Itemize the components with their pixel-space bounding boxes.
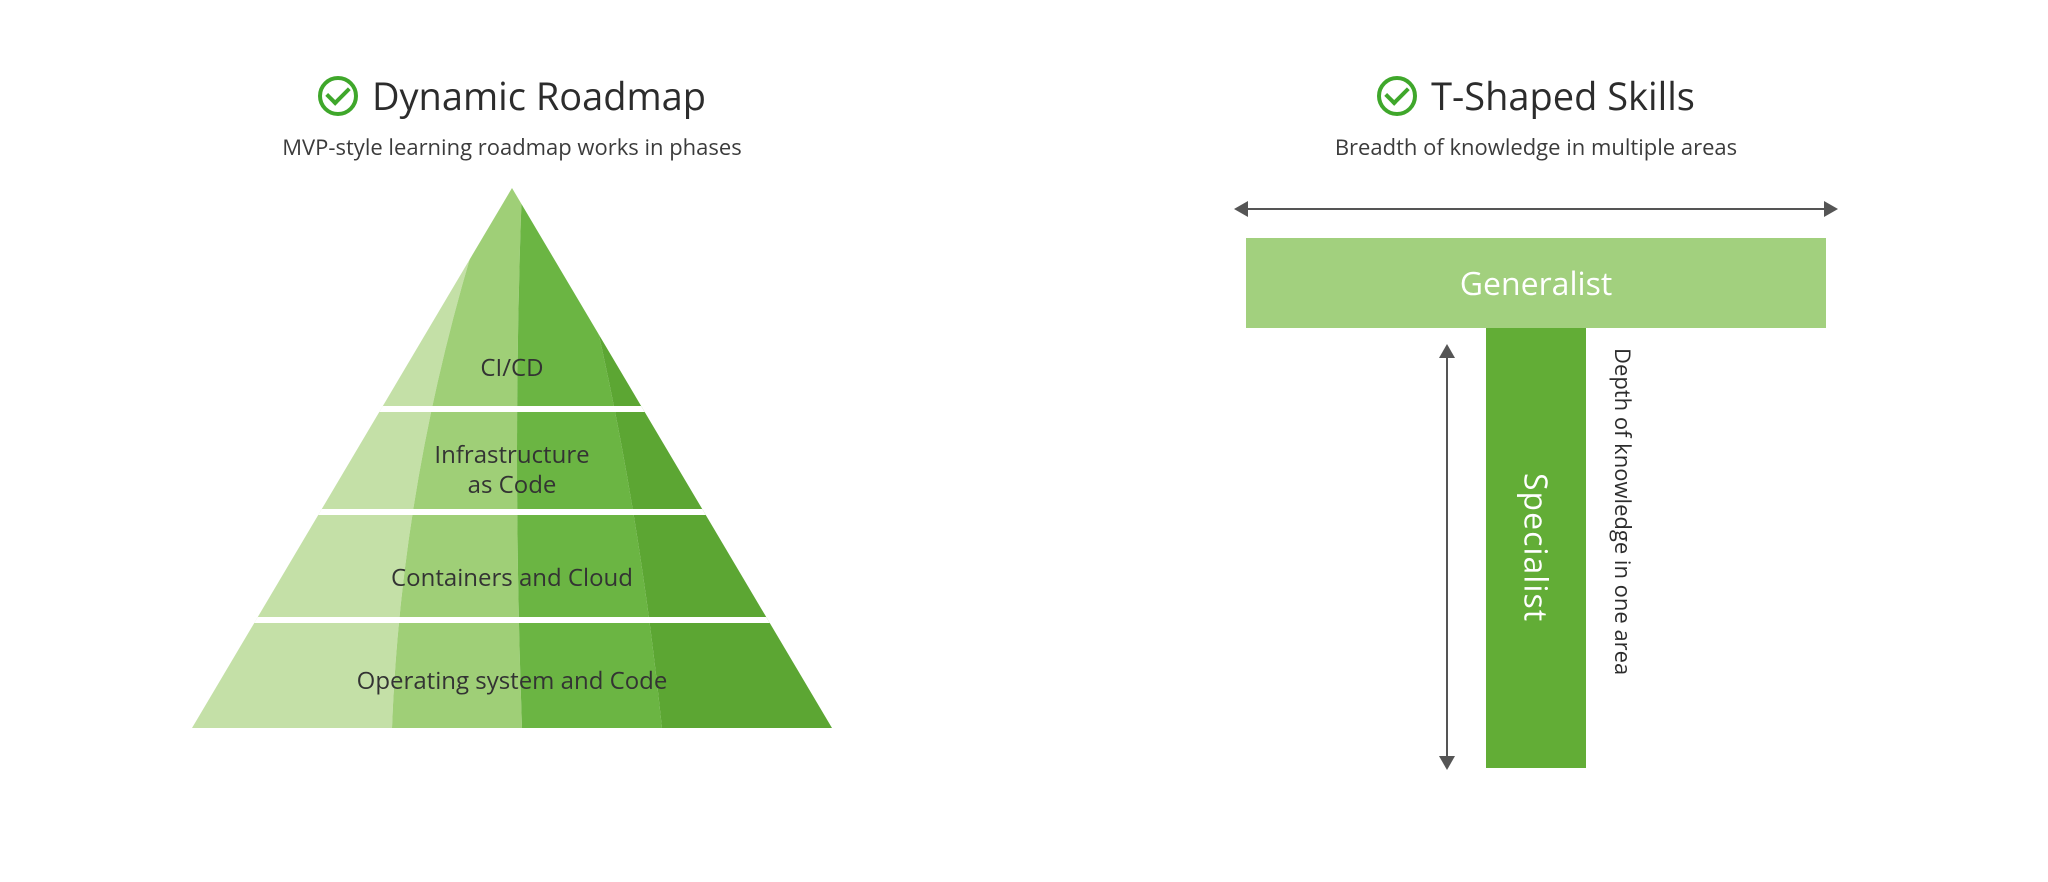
tshaped-header: T-Shaped Skills	[1377, 70, 1695, 122]
t-top-bar: Generalist	[1246, 238, 1826, 328]
depth-label: Depth of knowledge in one area	[1608, 348, 1638, 768]
generalist-label: Generalist	[1460, 262, 1613, 305]
specialist-label: Specialist	[1515, 473, 1558, 622]
tshaped-subtitle: Breadth of knowledge in multiple areas	[1335, 132, 1737, 162]
tshape-diagram: Generalist Specialist Depth of knowledge…	[1216, 188, 1856, 808]
dynamic-roadmap-subtitle: MVP-style learning roadmap works in phas…	[282, 132, 741, 162]
tshaped-title: T-Shaped Skills	[1431, 70, 1695, 122]
dynamic-roadmap-header: Dynamic Roadmap	[318, 70, 706, 122]
check-icon	[1377, 76, 1417, 116]
tshaped-skills-panel: T-Shaped Skills Breadth of knowledge in …	[1216, 70, 1856, 808]
breadth-arrow	[1236, 208, 1836, 210]
pyramid-diagram: CI/CD Infrastructure as Code Containers …	[192, 188, 832, 728]
t-stem: Specialist	[1486, 328, 1586, 768]
depth-arrow	[1446, 346, 1448, 768]
pyramid-svg	[192, 188, 832, 728]
dynamic-roadmap-title: Dynamic Roadmap	[372, 70, 706, 122]
check-icon	[318, 76, 358, 116]
dynamic-roadmap-panel: Dynamic Roadmap MVP-style learning roadm…	[192, 70, 832, 728]
